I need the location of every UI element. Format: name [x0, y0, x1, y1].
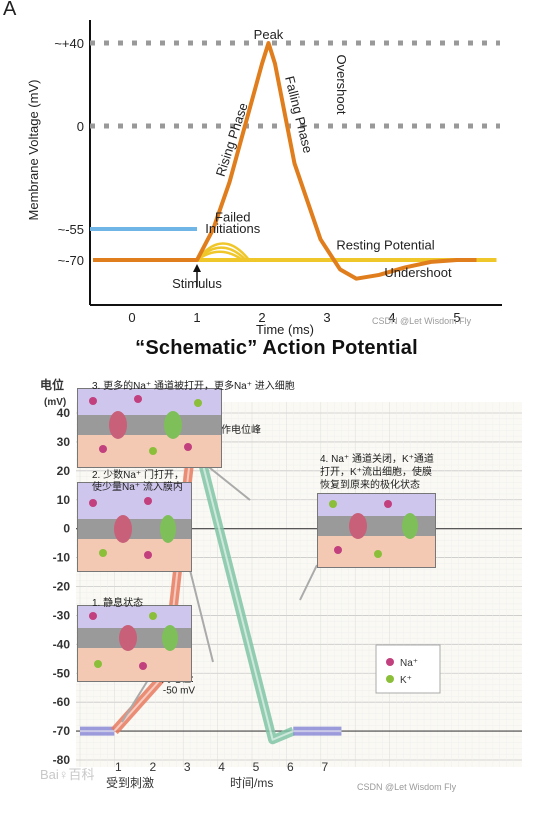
annotation-label: -50 mV	[163, 685, 196, 696]
pointer-arrow	[299, 564, 318, 601]
inset-panel-3	[77, 388, 222, 468]
annotation-label: Stimulus	[172, 276, 222, 291]
step-4-line-1: 4. Na⁺ 通道关闭，K⁺通道	[320, 454, 434, 465]
series-highlight-2	[192, 427, 294, 741]
y-tick-label: ~+40	[54, 36, 84, 51]
x-tick-label: 1	[193, 310, 200, 325]
membrane-diagram	[78, 389, 221, 467]
annotation-label: Resting Potential	[336, 238, 434, 253]
x-tick-label: 3	[323, 310, 330, 325]
y-tick-label: -50	[53, 666, 71, 680]
x-tick-label: 3	[184, 760, 191, 774]
y-tick-label: ~-70	[58, 253, 84, 268]
x-axis-label: 时间/ms	[230, 776, 273, 790]
y-tick-label: 10	[57, 493, 71, 507]
legend-box	[375, 644, 441, 694]
x-tick-label: 2	[149, 760, 156, 774]
legend-k-label: K⁺	[400, 675, 412, 686]
stimulus-arrowhead	[193, 264, 201, 272]
annotation-label: Falling Phase	[282, 75, 316, 155]
membrane-diagram	[318, 494, 435, 567]
annotation-label: Initiations	[205, 221, 260, 236]
y-tick-label: -10	[53, 551, 71, 565]
failed-initiation-curve	[196, 250, 244, 262]
y-tick-label: 0	[63, 522, 70, 536]
y-tick-label: 30	[57, 435, 71, 449]
annotation-label: Undershoot	[384, 265, 452, 280]
y-tick-label: -70	[53, 724, 71, 738]
x-tick-label: 2	[258, 310, 265, 325]
membrane-diagram	[78, 483, 191, 571]
step-3-label: 3. 更多的Na⁺ 通道被打开，更多Na⁺ 进入细胞	[92, 381, 295, 392]
step-1-label: 1. 静息状态	[92, 598, 144, 609]
inset-panel-1	[77, 605, 192, 682]
chart-title: “Schematic” Action Potential	[135, 337, 418, 359]
step-4-line-2: 打开，K⁺流出细胞，使膜	[320, 467, 432, 478]
y-tick-label: -20	[53, 580, 71, 594]
y-axis-label: 电位	[40, 377, 64, 392]
watermark-bottom-right: CSDN @Let Wisdom Fly	[357, 782, 457, 792]
step-4-label: 4. Na⁺ 通道关闭，K⁺通道 打开，K⁺流出细胞，使膜 恢复到原来的极化状态	[320, 453, 434, 492]
step-4-line-3: 恢复到原来的极化状态	[320, 480, 420, 491]
x-tick-label: 5	[453, 310, 460, 325]
annotation-label: Overshoot	[334, 55, 349, 115]
y-tick-label: -30	[53, 608, 71, 622]
y-axis-label: Membrane Voltage (mV)	[26, 80, 41, 221]
x-axis-label: Time (ms)	[256, 322, 314, 337]
step-2-line-1: 2. 少数Na⁺ 门打开，	[92, 470, 184, 481]
y-tick-label: -60	[53, 695, 71, 709]
membrane-diagram	[78, 606, 191, 681]
annotation-label: Peak	[254, 27, 284, 42]
annotation-label: Failed	[215, 210, 250, 225]
legend-na-label: Na⁺	[400, 658, 418, 669]
watermark-bottom-left: Bai♀百科	[40, 767, 95, 782]
inset-panel-2	[77, 482, 192, 572]
annotation-label: 动作电位峰	[211, 423, 261, 436]
y-tick-label: 20	[57, 464, 71, 478]
y-axis-unit: (mV)	[44, 397, 66, 408]
x-tick-label: 5	[253, 760, 260, 774]
y-tick-label: 0	[77, 119, 84, 134]
inset-panel-4	[317, 493, 436, 568]
x-tick-label: 0	[128, 310, 135, 325]
x-tick-label: 4	[218, 760, 225, 774]
pointer-arrow	[189, 569, 214, 663]
x-tick-label: 1	[115, 760, 122, 774]
y-tick-label: 40	[57, 406, 71, 420]
legend-k-dot	[386, 675, 394, 683]
pointer-arrow	[121, 679, 149, 723]
y-tick-label: -40	[53, 637, 71, 651]
panel-label: A	[3, 0, 17, 20]
step-2-line-2: 使少量Na⁺ 流入膜内	[92, 482, 183, 493]
stimulus-label: 受到刺激	[106, 776, 154, 790]
legend-na-dot	[386, 658, 394, 666]
action-potential-line	[93, 41, 477, 281]
y-tick-label: ~-55	[58, 222, 84, 237]
watermark-top: CSDN @Let Wisdom Fly	[372, 316, 472, 326]
x-tick-label: 6	[287, 760, 294, 774]
step-2-label: 2. 少数Na⁺ 门打开， 使少量Na⁺ 流入膜内	[92, 470, 184, 494]
y-tick-label: -80	[53, 753, 71, 767]
x-tick-label: 7	[321, 760, 328, 774]
x-tick-label: 4	[388, 310, 395, 325]
